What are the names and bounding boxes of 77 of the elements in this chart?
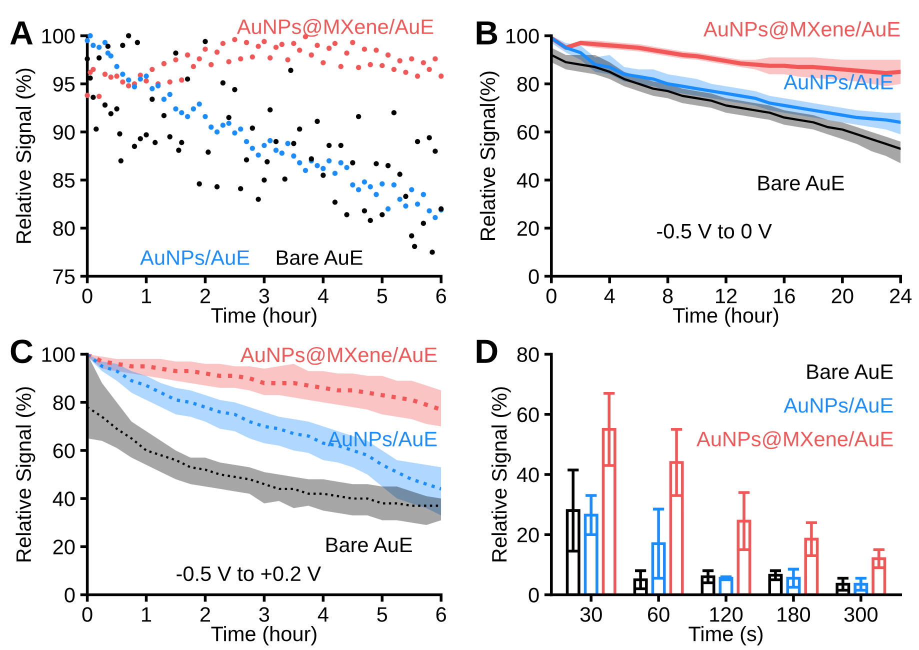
x-tick-label: 3 bbox=[259, 607, 270, 622]
y-tick-label: 75 bbox=[53, 269, 75, 284]
y-tick-label: 60 bbox=[517, 124, 539, 140]
x-tick-label: 6 bbox=[436, 607, 446, 622]
x-tick-label: 300 bbox=[844, 607, 878, 622]
x-tick-label: 120 bbox=[710, 607, 743, 622]
x-tick-label: 5 bbox=[377, 607, 388, 622]
x-tick-label: 20 bbox=[832, 288, 854, 304]
y-tick-label: 0 bbox=[528, 588, 539, 603]
series-label: AuNPs@MXene/AuE bbox=[236, 18, 434, 37]
x-tick-label: 180 bbox=[778, 607, 810, 622]
y-axis-title: Relative Signal (%) bbox=[16, 387, 36, 562]
x-tick-label: 3 bbox=[259, 288, 270, 304]
series-label: AuNPs/AuE bbox=[328, 431, 437, 446]
y-axis-title: Relative Signal (%) bbox=[16, 68, 36, 243]
annotation: -0.5 V to 0 V bbox=[657, 224, 772, 239]
x-tick-label: 0 bbox=[82, 288, 92, 304]
text: Bare AuE bbox=[758, 176, 844, 190]
x-tick-label: 4 bbox=[318, 607, 328, 622]
x-tick-label: 5 bbox=[377, 288, 388, 304]
y-tick-label: 90 bbox=[53, 124, 75, 140]
series-label: AuNPs@MXene/AuE bbox=[696, 431, 893, 450]
series-label: AuNPs/AuE bbox=[784, 74, 893, 90]
y-axis-title: Relative Signal (%) bbox=[491, 387, 511, 562]
x-axis-title: Time (hour) bbox=[673, 307, 778, 327]
chart-title: B bbox=[476, 21, 498, 44]
x-tick-label: 4 bbox=[604, 288, 615, 304]
text: AuNPs/AuE bbox=[784, 397, 893, 413]
y-tick-label: 80 bbox=[53, 221, 75, 236]
y-tick-label: 40 bbox=[516, 173, 539, 188]
series-label: AuNPs@MXene/AuE bbox=[240, 346, 437, 365]
text: Bare AuE bbox=[807, 364, 893, 380]
x-tick-label: 1 bbox=[142, 288, 152, 304]
chart-title: C bbox=[10, 340, 33, 364]
series-label: Bare AuE bbox=[326, 538, 412, 552]
series-label: Bare AuE bbox=[276, 250, 362, 266]
y-tick-label: 20 bbox=[53, 540, 75, 554]
y-tick-label: 60 bbox=[517, 407, 539, 422]
y-tick-label: 100 bbox=[506, 28, 539, 44]
x-axis-title: Time (s) bbox=[688, 626, 763, 646]
y-axis-title: Relative Signal(%) bbox=[480, 72, 500, 240]
y-tick-label: 85 bbox=[53, 173, 75, 188]
y-tick-label: 40 bbox=[516, 468, 539, 482]
bar bbox=[854, 582, 868, 595]
y-tick-label: 80 bbox=[53, 395, 75, 410]
x-tick-label: 60 bbox=[648, 607, 670, 622]
y-tick-label: 80 bbox=[517, 347, 539, 362]
text: AuNPs/AuE bbox=[140, 250, 250, 266]
y-tick-label: 0 bbox=[64, 588, 75, 603]
y-tick-label: 20 bbox=[517, 528, 539, 542]
x-tick-label: 4 bbox=[318, 288, 328, 304]
y-tick-label: 40 bbox=[52, 492, 75, 506]
x-tick-label: 0 bbox=[82, 607, 92, 622]
x-tick-label: 0 bbox=[546, 288, 556, 304]
x-tick-label: 12 bbox=[716, 288, 737, 304]
x-tick-label: 16 bbox=[774, 288, 795, 304]
y-tick-label: 60 bbox=[53, 443, 75, 458]
x-tick-label: 24 bbox=[890, 288, 912, 304]
chart-title: A bbox=[10, 21, 33, 44]
x-axis-title: Time (hour) bbox=[211, 626, 316, 646]
y-tick-label: 95 bbox=[53, 76, 75, 92]
y-tick-label: 20 bbox=[517, 221, 539, 236]
series-label: AuNPs@MXene/AuE bbox=[704, 21, 900, 40]
y-tick-label: 100 bbox=[42, 347, 75, 362]
bar bbox=[718, 576, 734, 595]
x-tick-label: 2 bbox=[200, 288, 210, 304]
y-tick-label: 100 bbox=[42, 28, 75, 44]
annotation: -0.5 V to +0.2 V bbox=[176, 566, 322, 582]
x-tick-label: 30 bbox=[580, 607, 602, 622]
y-tick-label: 0 bbox=[528, 269, 539, 284]
chart-title: D bbox=[476, 340, 498, 363]
y-tick-label: 80 bbox=[517, 76, 539, 92]
x-tick-label: 2 bbox=[200, 607, 210, 622]
x-tick-label: 6 bbox=[436, 288, 446, 304]
x-tick-label: 8 bbox=[662, 288, 673, 304]
x-axis-title: Time (hour) bbox=[211, 307, 316, 327]
x-tick-label: 1 bbox=[142, 607, 152, 622]
